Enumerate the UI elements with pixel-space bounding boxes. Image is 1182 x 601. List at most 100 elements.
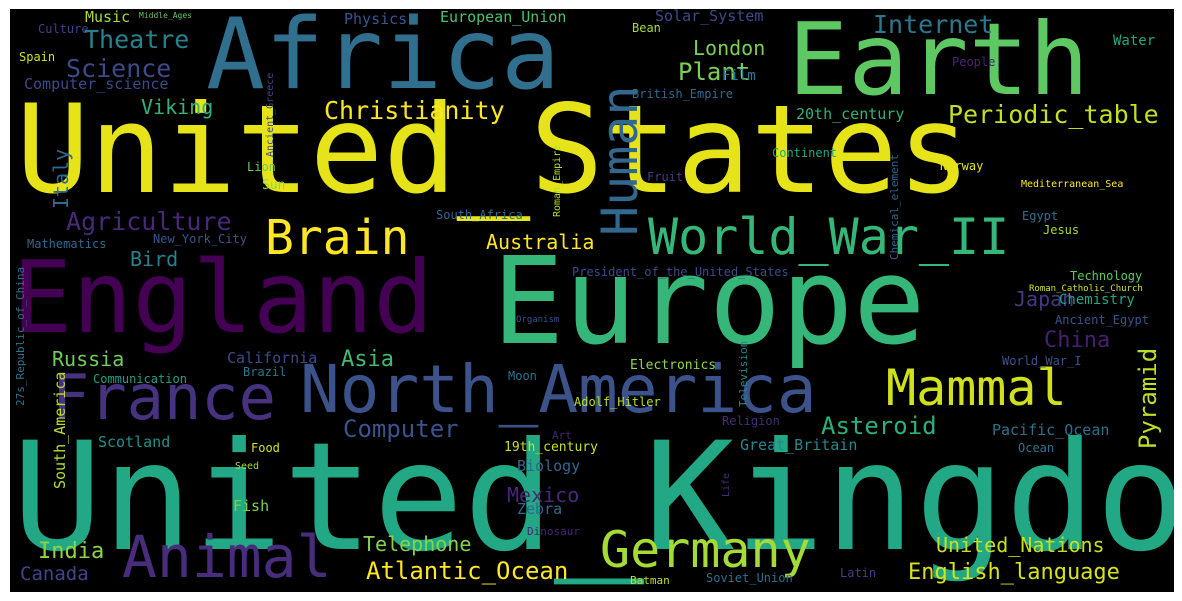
cloud-word: Music [85,9,131,26]
cloud-word: Fruit [647,170,684,184]
cloud-word: Physics [344,10,408,28]
cloud-word: Spain [19,50,56,64]
cloud-word: Mediterranean_Sea [1021,179,1124,190]
word-cloud: United_Kingdom United_States Europe England… [10,9,1174,592]
cloud-word: California [227,349,318,367]
cloud-word: Ocean [1018,441,1055,455]
cloud-word: 27s_Republic_of_China [14,266,27,406]
cloud-word: People [952,55,996,69]
cloud-word: Roman_Catholic_Church [1029,284,1143,294]
cloud-word: Pyramid [1134,347,1162,449]
cloud-word: Jesus [1043,223,1080,237]
cloud-word: France [52,361,276,434]
cloud-word: Egypt [1022,209,1059,223]
cloud-word: England [12,239,434,356]
cloud-word: President_of_the_United_States [572,265,789,279]
cloud-word: South_Africa [436,208,523,222]
cloud-word: United_Nations [936,533,1105,557]
cloud-word: Soviet_Union [706,571,793,585]
cloud-word: Organism [516,315,560,325]
cloud-word: Mathematics [27,237,107,251]
cloud-word: Africa [206,9,561,112]
cloud-word: Russia [52,347,125,371]
cloud-word: Telephone [363,532,472,556]
cloud-word: Mammal [886,359,1067,417]
cloud-word: Solar_System [655,9,764,25]
cloud-word: Brazil [243,365,287,379]
cloud-word: Norway [940,159,984,173]
cloud-word: Seed [235,461,260,472]
cloud-word: North_America [300,351,817,428]
cloud-word: Zebra [517,500,563,518]
cloud-word: Middle_Ages [139,11,192,20]
cloud-word: United_Kingdom [12,411,1174,585]
cloud-word: 19th_century [504,440,598,455]
cloud-word: Asia [341,347,394,372]
cloud-word: Europe [492,233,926,372]
cloud-word: Film [722,68,756,84]
cloud-word: Science [66,54,172,83]
cloud-word: Water [1113,33,1156,49]
cloud-word: Agriculture [66,207,232,236]
cloud-word: Plant [678,58,751,86]
cloud-word: Sun [262,178,286,193]
cloud-word: India [38,539,105,564]
cloud-word: World_War_I [1002,354,1082,368]
cloud-word: Fish [233,497,270,515]
cloud-word: Lion [247,160,276,174]
cloud-word: Ancient_Egypt [1055,313,1149,327]
cloud-word: New_York_City [153,232,247,246]
cloud-word: 20th_century [796,105,905,123]
cloud-word: Pacific_Ocean [992,421,1110,439]
cloud-word: English_language [908,560,1120,585]
cloud-word: Television [737,340,750,407]
cloud-word: Great_Britain [740,436,858,454]
cloud-word: European_Union [440,9,567,26]
cloud-word: Animal [122,523,332,591]
cloud-word: Australia [486,230,595,254]
cloud-word: Earth [788,9,1090,118]
cloud-word: Religion [722,414,780,428]
cloud-word: Moon [508,369,537,383]
cloud-word: Food [251,441,280,455]
cloud-word: Culture [38,22,89,36]
cloud-word: Technology [1070,269,1143,283]
cloud-word: Communication [93,372,187,386]
cloud-word: Japan [1014,287,1075,311]
cloud-word: Asteroid [821,412,937,440]
cloud-word: World_War_II [648,208,1010,266]
cloud-word: Brain [265,210,410,266]
cloud-word: Italy [49,148,73,209]
cloud-word: Theatre [84,25,190,54]
cloud-word: Electronics [630,358,717,373]
cloud-word: Bird [130,247,179,271]
cloud-word: Mexico [507,483,580,507]
cloud-word: London [693,36,766,60]
cloud-word: Internet [873,10,994,39]
cloud-word: Life [721,472,732,497]
cloud-word: British_Empire [632,87,734,101]
cloud-word: Computer [343,415,459,443]
cloud-word: Art [552,429,572,442]
cloud-word: Germany [600,521,811,579]
cloud-word: Christianity [324,96,505,125]
cloud-word: Latin [840,566,877,580]
cloud-word: Computer_science [24,75,169,93]
cloud-word: Batman [630,574,670,587]
cloud-word: Dinosaur [527,525,580,538]
cloud-word: Atlantic_Ocean [366,557,569,585]
cloud-word: Roman_Empire [552,144,563,217]
cloud-word: United_States [16,79,971,221]
cloud-word: Scotland [98,433,171,451]
cloud-word: Adolf_Hitler [574,395,661,409]
cloud-word: South_America [51,371,69,489]
cloud-word: Human [591,85,649,236]
cloud-word: Periodic_table [948,100,1159,129]
cloud-word: Canada [20,563,89,585]
cloud-word: Bean [632,21,661,35]
cloud-word: Chemical_element [888,154,901,260]
cloud-word: Ancient_Greece [265,72,276,157]
cloud-word: Continent [772,146,838,160]
cloud-word: Biology [517,457,581,475]
cloud-word: China [1044,328,1111,353]
